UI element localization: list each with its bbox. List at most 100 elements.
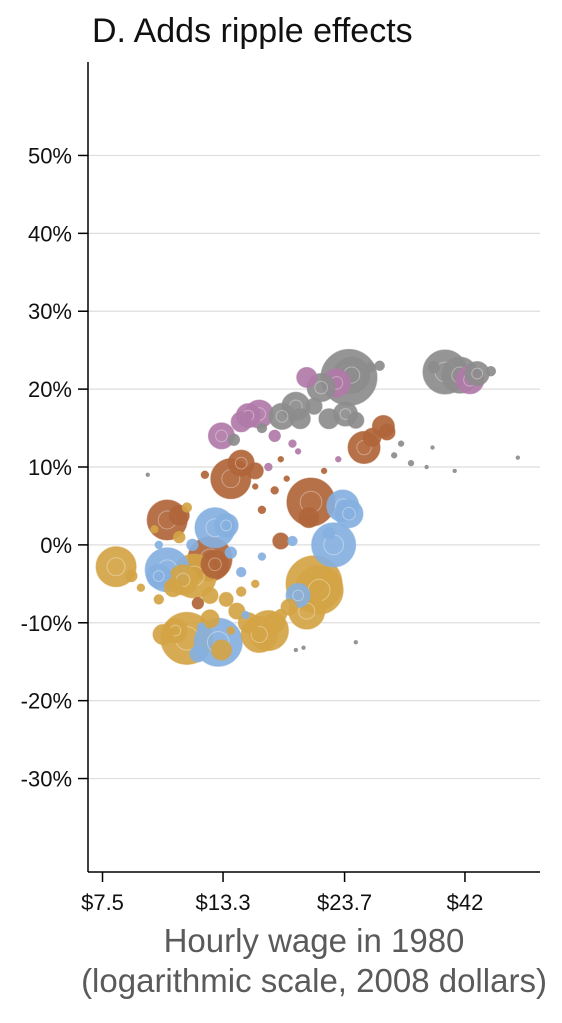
data-point [320, 467, 328, 475]
data-point [186, 538, 199, 552]
data-point-ring [342, 506, 356, 521]
data-point [283, 475, 290, 482]
data-point [257, 505, 267, 515]
data-point [464, 360, 490, 387]
data-point-ring [314, 380, 328, 395]
data-point [218, 591, 234, 608]
data-point [311, 522, 357, 568]
data-point [226, 626, 236, 635]
data-point [136, 583, 146, 592]
data-point [374, 360, 385, 371]
data-point [224, 546, 238, 559]
data-point-ring [106, 557, 126, 577]
x-axis-sublabel: (logarithmic scale, 2008 dollars) [81, 962, 547, 999]
data-point-ring [234, 456, 248, 470]
data-point [347, 411, 365, 429]
data-point [270, 486, 279, 495]
data-point [268, 429, 281, 443]
data-point [125, 569, 138, 583]
data-point [264, 462, 273, 472]
data-point [397, 440, 405, 447]
data-point [322, 526, 336, 540]
x-axis-label: Hourly wage in 1980 [164, 922, 465, 959]
data-point [250, 579, 260, 589]
data-point [197, 622, 206, 631]
data-point [318, 408, 340, 430]
y-tick-label: 40% [28, 221, 72, 246]
data-point [227, 433, 241, 446]
data-point [256, 422, 268, 434]
gridlines [88, 154, 540, 780]
data-point [235, 566, 247, 578]
y-tick-label: 0% [40, 533, 72, 558]
data-point [298, 507, 320, 529]
data-point [154, 540, 164, 550]
data-point [230, 411, 252, 433]
data-point [257, 552, 267, 561]
data-point [427, 361, 440, 374]
data-point [153, 594, 165, 605]
x-tick-label: $7.5 [81, 890, 124, 915]
data-point-ring [292, 589, 304, 602]
data-point [191, 597, 205, 610]
data-point [145, 472, 151, 478]
data-point [241, 610, 250, 620]
data-point [200, 609, 220, 629]
data-point-ring [215, 429, 228, 443]
y-tick-label: 50% [28, 143, 72, 168]
data-point [289, 408, 311, 430]
data-point [152, 623, 174, 646]
data-point-ring [208, 557, 222, 572]
data-point [296, 366, 318, 389]
data-point [189, 645, 207, 663]
x-tick-label: $23.7 [317, 890, 372, 915]
data-point [407, 459, 415, 467]
data-point [485, 365, 497, 377]
data-point [200, 549, 230, 579]
data-point [305, 397, 323, 415]
data-point [251, 483, 259, 490]
data-point-ring [220, 519, 233, 532]
data-point [287, 535, 298, 547]
x-tick-label: $42 [447, 890, 484, 915]
data-point [201, 586, 219, 605]
data-point [294, 448, 302, 455]
data-points [95, 348, 521, 667]
y-tick-label: -20% [21, 689, 72, 714]
data-point-ring [471, 367, 484, 380]
data-point [322, 569, 336, 583]
data-point-ring [275, 410, 289, 423]
chart-title: D. Adds ripple effects [92, 12, 413, 50]
y-tick-label: -30% [21, 767, 72, 792]
y-tick-label: 20% [28, 377, 72, 402]
x-ticks: $7.5 $13.3 $23.7 $42 [81, 872, 483, 915]
data-point [150, 525, 159, 534]
data-point [274, 608, 288, 622]
data-point [200, 470, 210, 480]
y-tick-label: 10% [28, 455, 72, 480]
data-point [181, 502, 193, 513]
data-point [362, 427, 382, 448]
data-point [378, 423, 396, 441]
data-point [163, 578, 183, 598]
data-point [277, 455, 285, 463]
y-tick-label: 30% [28, 299, 72, 324]
data-point [293, 647, 299, 653]
data-point [365, 362, 376, 373]
data-point [213, 512, 239, 539]
data-point [210, 639, 233, 661]
data-point [335, 455, 342, 463]
data-point [390, 452, 398, 459]
data-point [353, 639, 359, 645]
data-point [424, 464, 429, 470]
data-point [288, 439, 297, 448]
data-point [430, 445, 435, 450]
y-tick-label: -10% [21, 611, 72, 636]
data-point [272, 532, 290, 550]
data-point [146, 563, 172, 589]
data-point-ring [250, 625, 268, 644]
data-point [515, 455, 521, 460]
data-point [235, 586, 247, 597]
